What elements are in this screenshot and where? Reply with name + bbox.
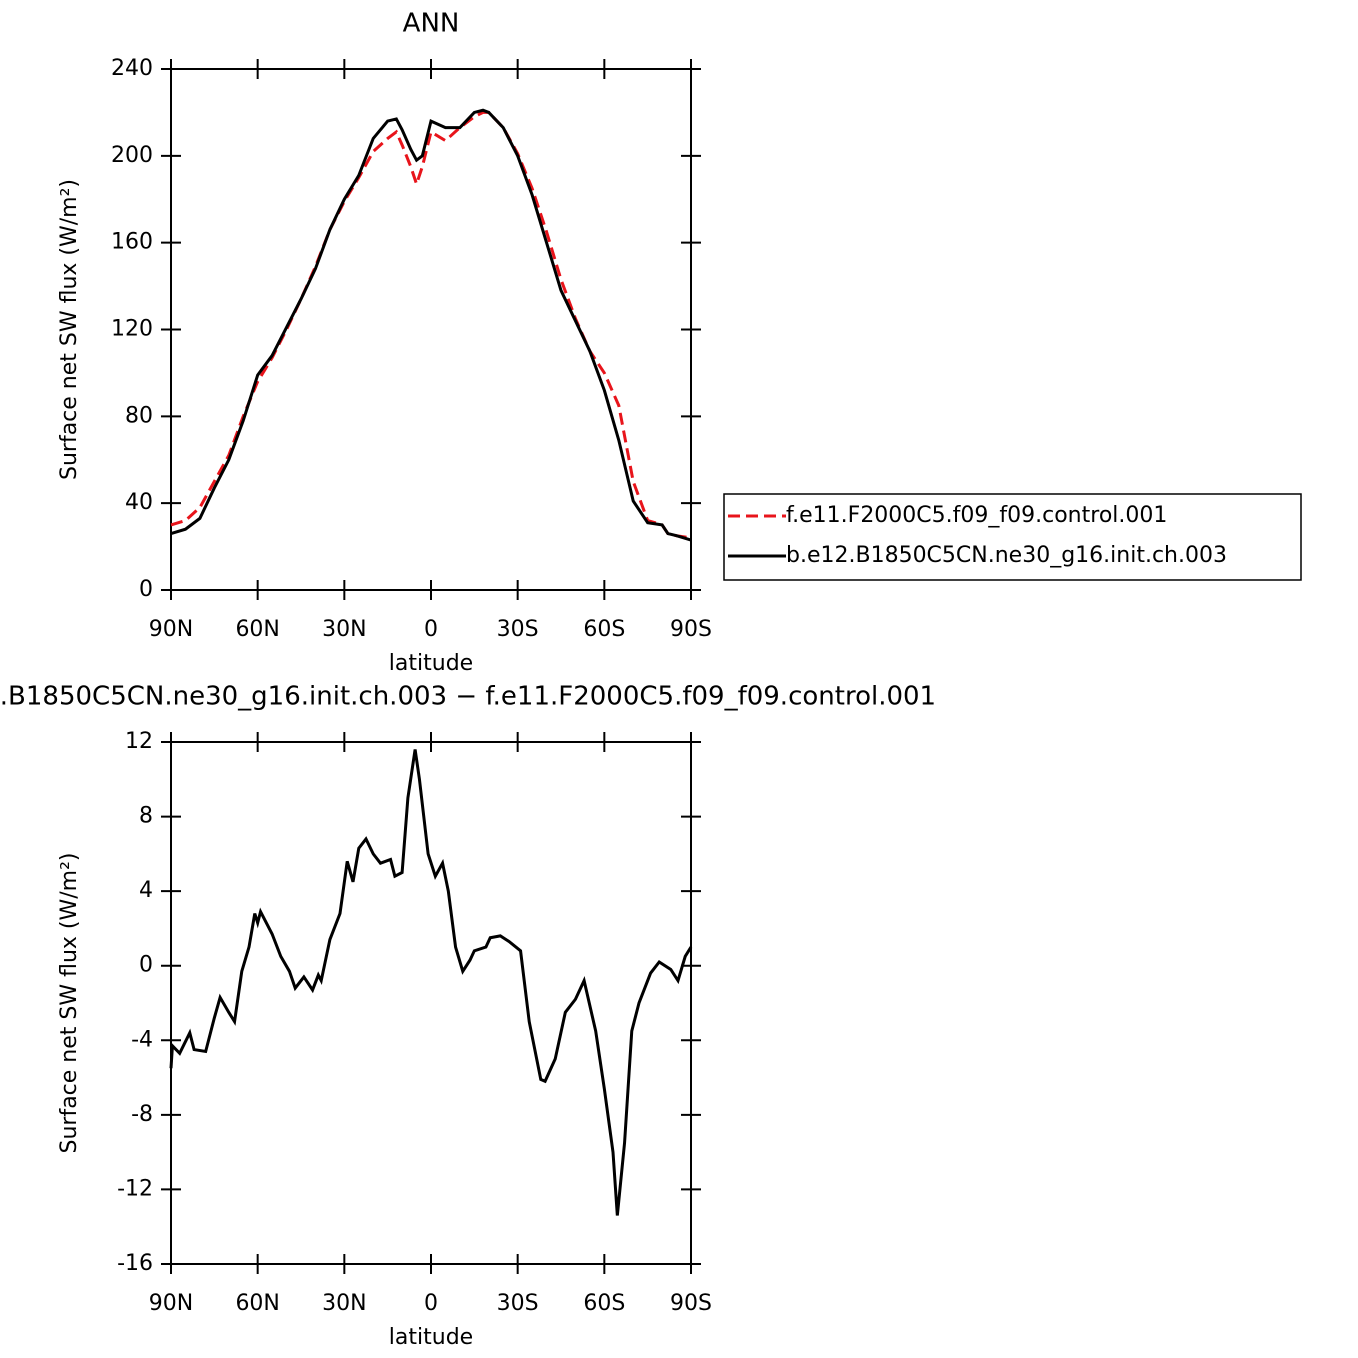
x-tick-label: 30N	[322, 617, 366, 642]
y-tick-label: 12	[125, 729, 153, 754]
y-tick-label: 240	[111, 56, 153, 81]
y-tick-label: 160	[111, 230, 153, 255]
x-tick-label: 0	[424, 1291, 438, 1316]
y-tick-label: -4	[131, 1027, 153, 1052]
data-line	[170, 108, 692, 542]
x-tick-label: 30S	[497, 1291, 539, 1316]
y-tick-label: 4	[139, 878, 153, 903]
x-tick-label: 30S	[497, 617, 539, 642]
x-tick-label: 90S	[670, 617, 712, 642]
x-tick-label: 90S	[670, 1291, 712, 1316]
x-tick-label: 0	[424, 617, 438, 642]
x-tick-label: 60N	[235, 1291, 279, 1316]
x-axis-label: latitude	[389, 651, 473, 676]
y-tick-label: 0	[139, 577, 153, 602]
data-line	[170, 110, 692, 540]
y-tick-label: -16	[117, 1251, 153, 1276]
y-tick-label: 0	[139, 953, 153, 978]
chart-title: b.e12.B1850C5CN.ne30_g16.init.ch.003 − f…	[0, 682, 936, 712]
y-tick-label: 120	[111, 317, 153, 342]
legend-label: f.e11.F2000C5.f09_f09.control.001	[786, 503, 1167, 528]
y-axis-label: Surface net SW flux (W/m²)	[57, 852, 82, 1153]
plot-frame	[170, 68, 692, 591]
legend-label: b.e12.B1850C5CN.ne30_g16.init.ch.003	[786, 543, 1227, 568]
x-tick-label: 60S	[583, 617, 625, 642]
y-tick-label: -12	[117, 1176, 153, 1201]
x-axis-label: latitude	[389, 1325, 473, 1350]
data-line	[169, 749, 693, 1216]
y-tick-label: 200	[111, 143, 153, 168]
plot-frame	[170, 741, 692, 1265]
chart-title: ANN	[403, 9, 460, 39]
y-tick-label: -8	[131, 1102, 153, 1127]
x-tick-label: 90N	[149, 617, 193, 642]
y-tick-label: 8	[139, 804, 153, 829]
y-axis-label: Surface net SW flux (W/m²)	[57, 179, 82, 480]
x-tick-label: 60N	[235, 617, 279, 642]
x-tick-label: 30N	[322, 1291, 366, 1316]
legend-box	[723, 493, 1302, 581]
y-tick-label: 40	[125, 490, 153, 515]
y-tick-label: 80	[125, 403, 153, 428]
x-tick-label: 60S	[583, 1291, 625, 1316]
x-tick-label: 90N	[149, 1291, 193, 1316]
